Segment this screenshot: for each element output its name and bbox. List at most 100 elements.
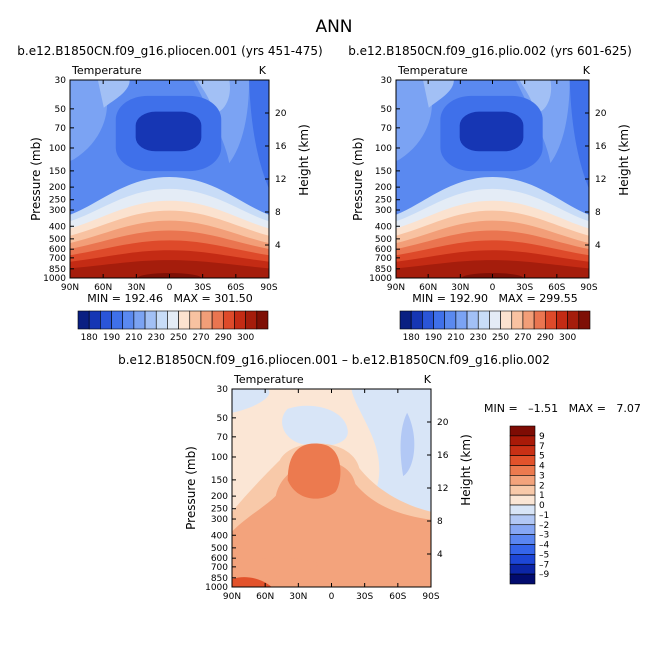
colorbar-box [500,310,513,330]
colorbar-box [88,310,101,330]
y-tick-label: 850 [375,265,392,275]
temp-layer [459,111,524,152]
x-tick-label: 30S [356,592,373,602]
x-tick-label: 90S [580,283,597,293]
colorbar-label: –5 [539,550,549,560]
temp-layer [396,80,432,162]
x-tick-label: 60N [94,283,112,293]
colorbar-label: –2 [539,521,549,531]
panel-2: b.e12.B1850CN.f09_g16.plio.002 (yrs 601-… [348,44,632,343]
y-tick-label: 150 [49,167,66,177]
colorbar-label: –9 [539,570,550,580]
diff-layer [232,389,270,413]
y-tick-label: 1000 [43,274,66,284]
colorbar-box [578,310,591,330]
y-tick-label: 600 [375,245,392,255]
colorbar-box [533,310,546,330]
colorbar-box [509,504,536,516]
colorbar-label: 2 [539,481,545,491]
panel-3-contour-field [232,389,431,587]
x-tick-label: 0 [329,592,335,602]
colorbar-box [477,310,490,330]
colorbar-box [489,310,501,330]
y-tick-label: 400 [211,531,228,541]
temp-layer [569,80,589,189]
colorbar-box [256,310,269,330]
colorbar-box [509,534,536,545]
y-tick-label: 30 [381,76,393,86]
temp-layer [135,111,202,152]
temp-layer [519,80,552,113]
colorbar-box [511,310,524,330]
panel-2-y2label: Height (km) [617,124,631,195]
x-tick-label: 60S [389,592,406,602]
y2-tick-label: 8 [437,517,443,527]
colorbar-box [509,425,536,437]
panel-3-units: K [424,373,432,386]
panel-2-title: b.e12.B1850CN.f09_g16.plio.002 (yrs 601-… [348,44,632,58]
y-tick-label: 400 [49,222,66,232]
y-tick-label: 500 [49,235,66,245]
x-tick-label: 90N [61,283,79,293]
colorbar-box [155,310,168,330]
x-tick-label: 30N [451,283,469,293]
y-tick-label: 600 [49,245,66,255]
panel-2-ylabel: Pressure (mb) [351,137,365,221]
panel-2-field: Temperature [397,64,468,77]
panel-2-stats: MIN = 192.90 MAX = 299.55 [412,292,577,305]
colorbar-label: 250 [170,333,187,343]
x-tick-label: 90N [223,592,241,602]
colorbar-label: 0 [539,501,545,511]
y-tick-label: 850 [211,574,228,584]
x-tick-label: 30S [516,283,533,293]
y-tick-label: 50 [381,105,393,115]
temp-layer [423,80,454,108]
colorbar-box [509,484,536,496]
diff-layer [232,461,431,587]
y-tick-label: 70 [55,124,67,134]
x-tick-label: 0 [490,283,496,293]
colorbar-box [234,310,246,330]
colorbar-box [509,524,536,535]
colorbar-box [433,310,446,330]
colorbar-box [556,310,568,330]
y2-tick-label: 4 [275,241,281,251]
y-tick-label: 100 [49,144,66,154]
colorbar-label: 270 [192,333,209,343]
y-tick-label: 70 [217,433,229,443]
y-tick-label: 700 [211,563,228,573]
diff-layer [232,557,320,580]
diff-layer [287,443,341,499]
colorbar-box [167,310,179,330]
colorbar-box [222,310,235,330]
temp-layer [97,80,130,108]
colorbar-box [509,465,536,476]
colorbar-box [122,310,135,330]
y2-tick-label: 16 [437,451,449,461]
colorbar-box [544,310,557,330]
y2-tick-label: 20 [437,418,449,428]
diff-layer [400,412,415,477]
colorbar-label: 5 [539,452,545,462]
colorbar-box [133,310,146,330]
x-tick-label: 30N [289,592,307,602]
panel-1-colorbar: 180 190 210 230 250 270 290 300 [77,310,269,343]
y-tick-label: 850 [49,265,66,275]
temp-layer [396,260,589,278]
colorbar-label: 270 [514,333,531,343]
colorbar-box [444,310,457,330]
y2-tick-label: 16 [595,142,607,152]
colorbar-box [144,310,157,330]
colorbar-box [100,310,112,330]
y-tick-label: 250 [49,196,66,206]
colorbar-label: 250 [492,333,509,343]
colorbar-box [189,310,202,330]
x-tick-label: 60N [256,592,274,602]
y2-tick-label: 4 [595,241,601,251]
y-tick-label: 1000 [205,583,228,593]
y2-tick-label: 12 [275,175,286,185]
colorbar-box [509,554,536,565]
panel-1-title: b.e12.B1850CN.f09_g16.pliocen.001 (yrs 4… [17,44,322,58]
y-tick-label: 50 [55,105,67,115]
